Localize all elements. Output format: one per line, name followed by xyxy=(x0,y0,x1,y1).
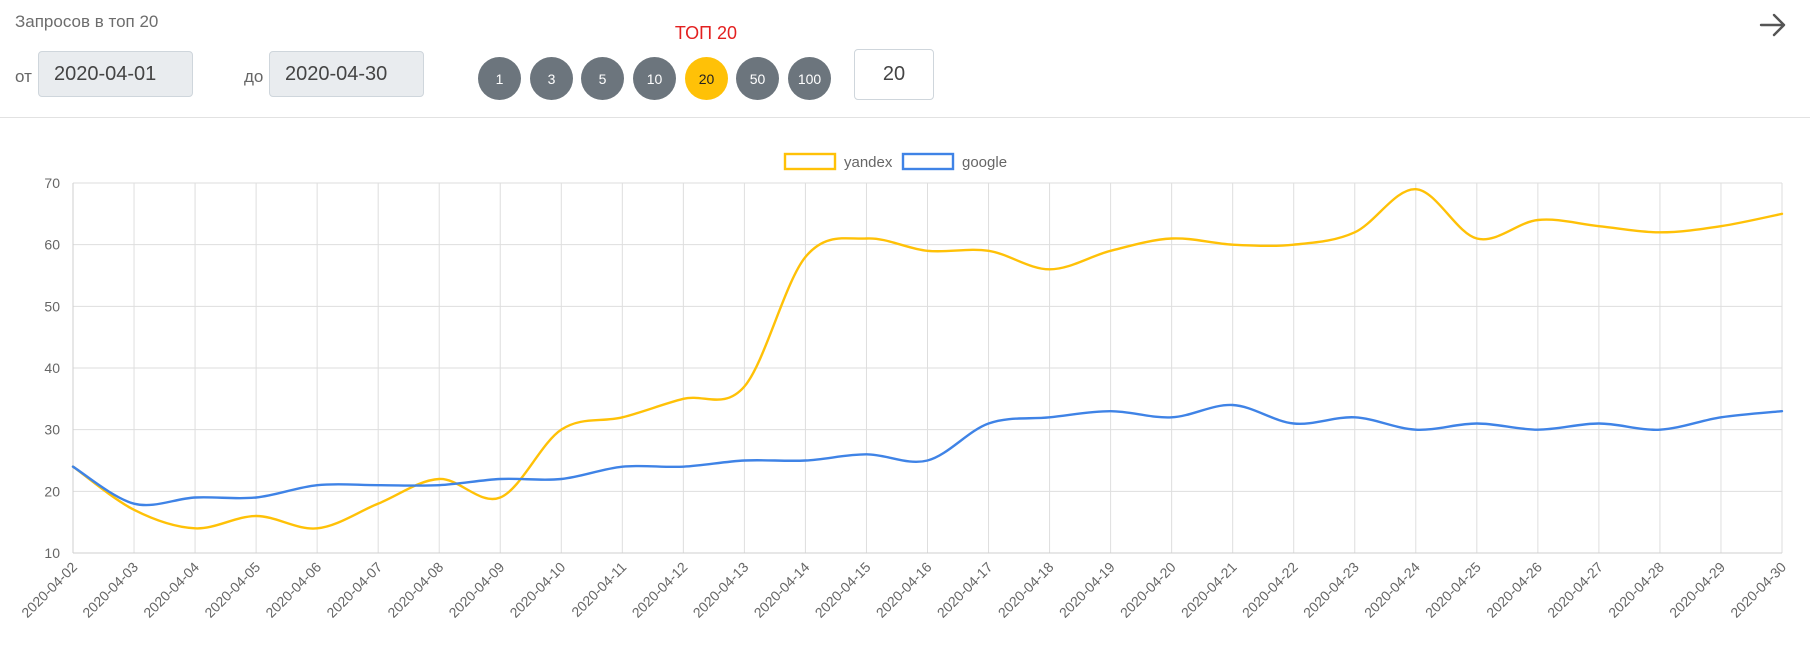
y-tick-label: 20 xyxy=(44,483,60,499)
x-tick-label: 2020-04-30 xyxy=(1727,559,1789,621)
date-from-input[interactable] xyxy=(38,51,193,97)
x-tick-label: 2020-04-05 xyxy=(201,559,263,621)
from-label: от xyxy=(15,67,32,86)
arrow-right-icon[interactable] xyxy=(1756,8,1790,42)
series-line-google xyxy=(71,403,1784,507)
top-20-button[interactable]: 20 xyxy=(685,57,728,100)
x-tick-label: 2020-04-27 xyxy=(1544,559,1606,621)
x-tick-label: 2020-04-11 xyxy=(568,559,629,620)
legend-swatch-google[interactable] xyxy=(901,152,955,171)
x-tick-label: 2020-04-28 xyxy=(1605,559,1667,621)
legend-label-google[interactable]: google xyxy=(962,154,1007,171)
y-tick-label: 50 xyxy=(44,298,60,314)
top-3-button[interactable]: 3 xyxy=(530,57,573,100)
top-100-button[interactable]: 100 xyxy=(788,57,831,100)
x-tick-label: 2020-04-02 xyxy=(18,559,80,621)
x-tick-label: 2020-04-25 xyxy=(1422,559,1484,621)
legend-label-yandex[interactable]: yandex xyxy=(844,154,893,171)
y-tick-label: 70 xyxy=(44,175,60,191)
y-tick-label: 40 xyxy=(44,360,60,376)
x-tick-label: 2020-04-07 xyxy=(323,559,385,621)
x-tick-label: 2020-04-08 xyxy=(384,559,446,621)
date-to-input[interactable] xyxy=(269,51,424,97)
x-tick-label: 2020-04-22 xyxy=(1239,559,1301,621)
x-tick-label: 2020-04-09 xyxy=(445,559,507,621)
x-tick-label: 2020-04-21 xyxy=(1178,559,1240,621)
top-5-button[interactable]: 5 xyxy=(581,57,624,100)
x-tick-label: 2020-04-13 xyxy=(690,559,752,621)
x-tick-label: 2020-04-20 xyxy=(1117,559,1179,621)
to-label: до xyxy=(244,67,264,86)
legend-swatch-yandex[interactable] xyxy=(783,152,837,171)
x-tick-label: 2020-04-19 xyxy=(1056,559,1118,621)
x-tick-label: 2020-04-29 xyxy=(1666,559,1728,621)
x-tick-label: 2020-04-12 xyxy=(629,559,691,621)
x-tick-label: 2020-04-17 xyxy=(934,559,996,621)
x-tick-label: 2020-04-04 xyxy=(140,559,202,621)
x-tick-label: 2020-04-23 xyxy=(1300,559,1362,621)
top-count-input[interactable] xyxy=(854,49,934,100)
x-tick-label: 2020-04-16 xyxy=(873,559,935,621)
x-tick-label: 2020-04-26 xyxy=(1483,559,1545,621)
top-label: ТОП 20 xyxy=(674,23,738,43)
x-tick-label: 2020-04-15 xyxy=(812,559,874,621)
top-50-button[interactable]: 50 xyxy=(736,57,779,100)
y-tick-label: 30 xyxy=(44,422,60,438)
series-line-yandex xyxy=(71,187,1784,530)
y-tick-label: 60 xyxy=(44,237,60,253)
x-tick-label: 2020-04-06 xyxy=(262,559,324,621)
y-tick-label: 10 xyxy=(44,545,60,561)
page-title: Запросов в топ 20 xyxy=(15,12,159,31)
x-tick-label: 2020-04-03 xyxy=(79,559,141,621)
filter-header: Запросов в топ 20 от до ТОП 20 1 3 5 10 … xyxy=(0,0,1810,118)
top-1-button[interactable]: 1 xyxy=(478,57,521,100)
x-tick-label: 2020-04-18 xyxy=(995,559,1057,621)
x-tick-label: 2020-04-24 xyxy=(1361,559,1423,621)
x-tick-label: 2020-04-10 xyxy=(506,559,568,621)
x-tick-label: 2020-04-14 xyxy=(751,559,813,621)
top-10-button[interactable]: 10 xyxy=(633,57,676,100)
